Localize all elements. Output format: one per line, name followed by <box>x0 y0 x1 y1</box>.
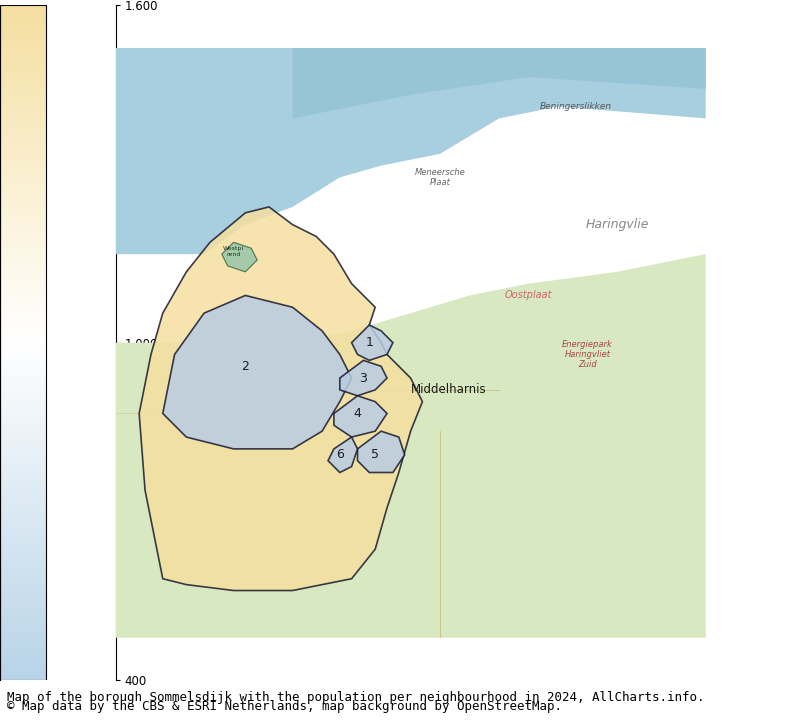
Text: Beningerslikken: Beningerslikken <box>540 102 612 111</box>
Text: Westpi
rend: Westpi rend <box>223 245 244 256</box>
Text: 5: 5 <box>372 448 380 461</box>
Text: 4: 4 <box>353 407 361 420</box>
Text: 2: 2 <box>241 360 249 373</box>
Polygon shape <box>328 437 357 473</box>
Text: 1: 1 <box>365 336 373 349</box>
Text: Middelharnis: Middelharnis <box>410 384 486 396</box>
Text: Map of the borough Sommelsdijk with the population per neighbourhood in 2024, Al: Map of the borough Sommelsdijk with the … <box>7 691 704 704</box>
Text: Energiepark
Haringvliet
Zuid: Energiepark Haringvliet Zuid <box>562 340 613 369</box>
Polygon shape <box>116 254 706 638</box>
Polygon shape <box>163 295 352 449</box>
Polygon shape <box>334 396 387 437</box>
Polygon shape <box>352 325 393 361</box>
Text: Haringvlie: Haringvlie <box>585 218 649 231</box>
Polygon shape <box>116 48 706 254</box>
Text: © Map data by the CBS & ESRI Netherlands, map background by OpenStreetMap.: © Map data by the CBS & ESRI Netherlands… <box>7 700 562 713</box>
Polygon shape <box>222 243 257 272</box>
Bar <box>0 5 46 681</box>
Polygon shape <box>357 432 405 473</box>
Text: Oostplaat: Oostplaat <box>505 290 553 300</box>
Polygon shape <box>292 48 706 119</box>
Polygon shape <box>340 361 387 396</box>
Text: 3: 3 <box>360 371 368 384</box>
Polygon shape <box>139 207 422 591</box>
Text: Meneersche
Plaat: Meneersche Plaat <box>414 168 465 187</box>
Text: 6: 6 <box>336 448 344 461</box>
